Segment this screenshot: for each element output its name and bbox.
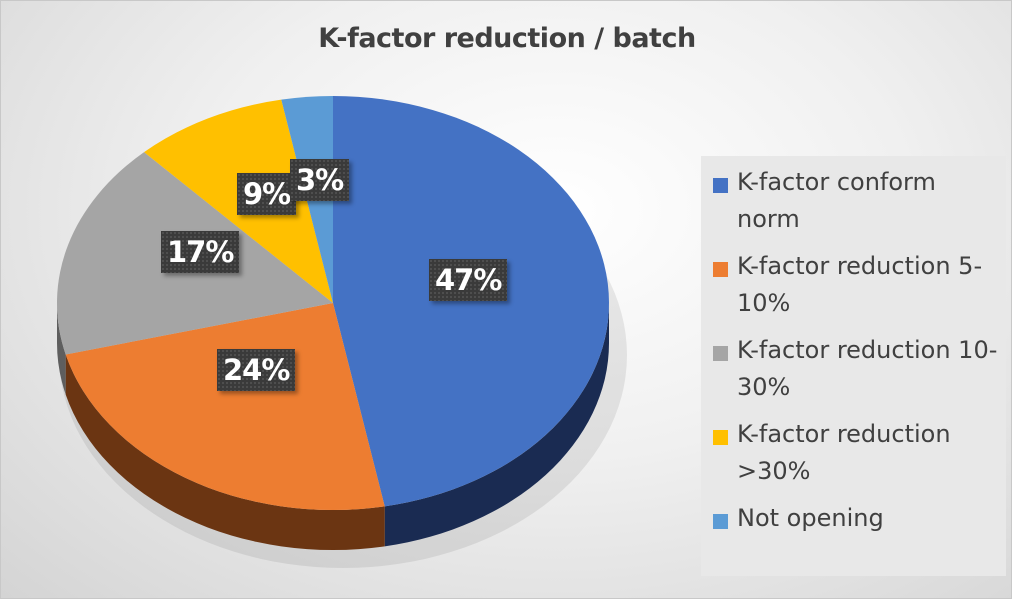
pie-slice[interactable] <box>65 303 385 510</box>
pie-slice[interactable] <box>333 96 609 507</box>
legend-label: K-factor reduction 10-30% <box>737 336 998 401</box>
legend-swatch <box>713 430 728 445</box>
legend-label: Not opening <box>737 504 884 532</box>
pie-slice-side <box>57 303 66 395</box>
legend-item: K-factor conform norm <box>713 164 1003 238</box>
legend-swatch <box>713 514 728 529</box>
legend-item: K-factor reduction 5-10% <box>713 248 1003 322</box>
legend-label: K-factor reduction 5-10% <box>737 252 983 317</box>
legend-swatch <box>713 178 728 193</box>
data-label: 17% <box>161 231 240 273</box>
pie-slice-side <box>384 303 609 547</box>
chart-title: K-factor reduction / batch <box>318 23 696 54</box>
legend-label: K-factor conform norm <box>737 168 936 233</box>
legend-label: K-factor reduction >30% <box>737 420 951 485</box>
legend-item: K-factor reduction 10-30% <box>713 332 1003 406</box>
data-label: 9% <box>237 173 297 215</box>
data-label: 24% <box>217 349 296 391</box>
legend-swatch <box>713 346 728 361</box>
legend-item: Not opening <box>713 500 1003 537</box>
legend: K-factor conform norm K-factor reduction … <box>701 156 1006 576</box>
legend-item: K-factor reduction >30% <box>713 416 1003 490</box>
data-label: 3% <box>290 159 350 201</box>
data-label: 47% <box>429 259 508 301</box>
legend-swatch <box>713 262 728 277</box>
pie-slice-side <box>65 354 385 550</box>
